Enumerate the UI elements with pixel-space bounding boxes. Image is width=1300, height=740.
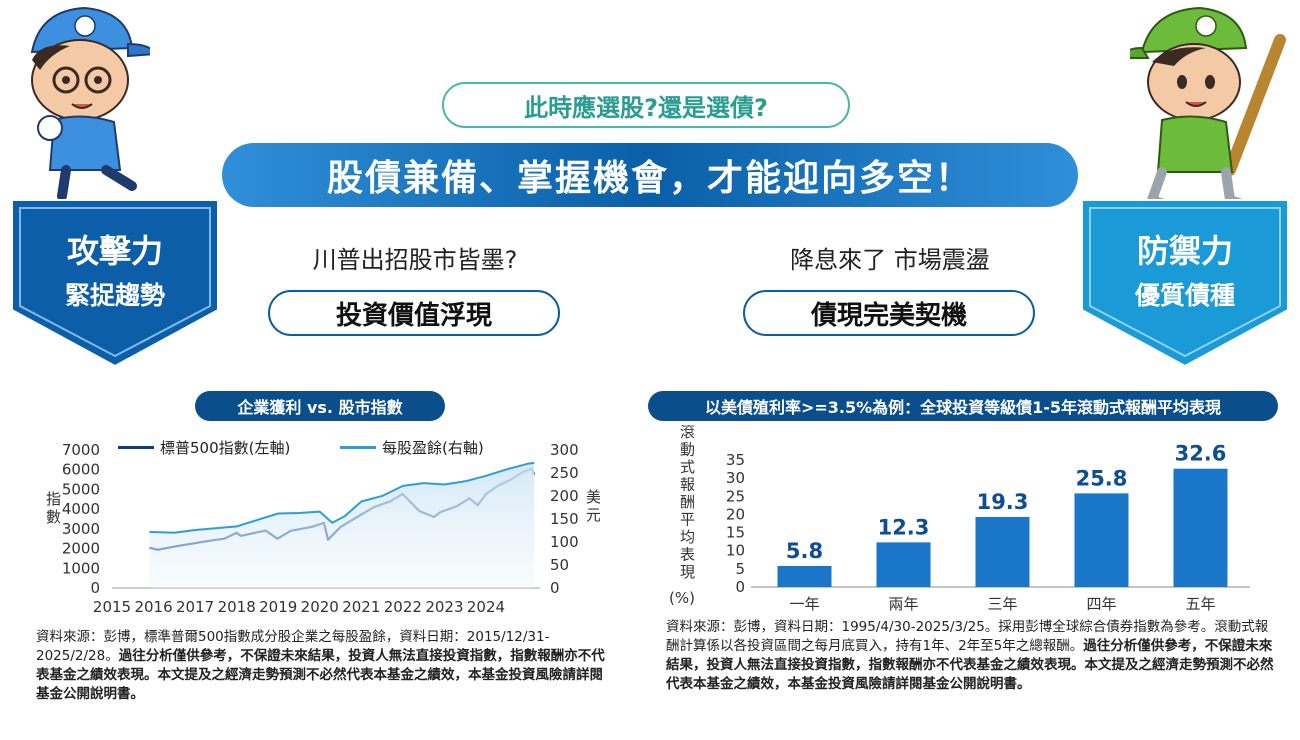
x-tick-label: 2016 [134, 598, 172, 616]
bar [1074, 493, 1129, 587]
bar-category-label: 五年 [1185, 595, 1215, 613]
legend-sp500: 標普500指數(左軸) [118, 437, 290, 458]
bar-y-unit: (%) [669, 589, 695, 607]
right-chart-title: 以美債殖利率>=3.5%為例：全球投資等級債1-5年滾動式報酬平均表現 [648, 391, 1278, 421]
attack-shield [8, 198, 222, 372]
bar-y-tick-label: 0 [735, 578, 745, 596]
bar-value-label: 5.8 [786, 539, 823, 563]
bar-y-tick-label: 20 [726, 505, 745, 523]
bar-category-label: 三年 [987, 595, 1017, 613]
bar-y-axis-label: 滾動式報酬平均表現 [680, 425, 695, 581]
bar-y-tick-label: 25 [726, 487, 745, 505]
y2-tick-label: 0 [550, 579, 560, 597]
left-chart-title: 企業獲利 vs. 股市指數 [195, 391, 445, 421]
y2-tick-label: 250 [550, 464, 579, 482]
bar-category-label: 四年 [1086, 595, 1116, 613]
legend-label-eps: 每股盈餘(右軸) [382, 439, 484, 457]
y2-tick-label: 100 [550, 533, 579, 551]
bar-value-label: 32.6 [1175, 442, 1227, 466]
bar-category-label: 兩年 [888, 595, 918, 613]
right-pill: 債現完美契機 [743, 290, 1035, 336]
attack-shield-title: 攻擊力 [66, 232, 163, 270]
y-tick-label: 7000 [62, 441, 100, 459]
bar-y-tick-label: 10 [726, 542, 745, 560]
y-tick-label: 4000 [62, 500, 100, 518]
x-tick-label: 2020 [301, 598, 339, 616]
y-tick-label: 1000 [62, 559, 100, 577]
y-tick-label: 2000 [62, 540, 100, 558]
eps-area [149, 462, 535, 588]
y2-tick-label: 150 [550, 510, 579, 528]
bar-chart: 0 5 10 15 20 25 30 35 滾動式報酬平均表現 (%) 5.8 一年 12.3 兩年 19.… [660, 423, 1260, 624]
x-tick-label: 2018 [218, 598, 256, 616]
x-tick-label: 2015 [93, 598, 131, 616]
y2-tick-label: 50 [550, 556, 569, 574]
left-source-note: 資料來源：彭博，標準普爾500指數成分股企業之每股盈餘，資料日期：2015/12… [36, 628, 606, 704]
bar-value-label: 19.3 [977, 490, 1029, 514]
legend-label-sp500: 標普500指數(左軸) [160, 439, 291, 457]
bar-y-tick-label: 5 [735, 560, 745, 578]
defense-shield [1078, 198, 1292, 372]
y2-tick-label: 200 [550, 487, 579, 505]
question-pill: 此時應選股?還是選債? [442, 82, 850, 128]
main-banner: 股債兼備、掌握機會，才能迎向多空！ [222, 143, 1078, 207]
bar-value-label: 12.3 [878, 515, 930, 539]
legend-swatch-sp500 [118, 446, 154, 449]
legend-eps: 每股盈餘(右軸) [340, 437, 484, 458]
y-axis-label: 指數 [46, 490, 61, 526]
y-tick-label: 6000 [62, 461, 100, 479]
y-tick-label: 0 [90, 579, 100, 597]
x-tick-label: 2019 [259, 598, 297, 616]
bar [1173, 468, 1228, 587]
x-tick-label: 2021 [342, 598, 380, 616]
y2-axis-label: 美元 [586, 488, 600, 524]
left-question: 川普出招股市皆墨? [312, 246, 518, 274]
bar-value-label: 25.8 [1076, 466, 1128, 490]
boy-mascot-left [10, 0, 158, 201]
defense-shield-title: 防禦力 [1136, 232, 1233, 270]
defense-shield-subtitle: 優質債種 [1134, 281, 1235, 310]
bar [777, 565, 832, 587]
bar [876, 542, 931, 587]
bar-y-tick-label: 30 [726, 469, 745, 487]
line-chart: 0 1000 2000 3000 4000 5000 6000 7000 0 50 100 150 20… [30, 428, 601, 627]
bar-y-tick-label: 15 [726, 524, 745, 542]
bar [975, 516, 1030, 587]
x-tick-label: 2024 [467, 598, 505, 616]
right-source-note: 資料來源：彭博，資料日期：1995/4/30-2025/3/25。採用彭博全球綜… [666, 618, 1278, 694]
y-tick-label: 3000 [62, 520, 100, 538]
left-note-plain: 資料來源：彭博，標準普爾500指數成分股企業之每股盈餘，資料日期：2015/12… [36, 629, 550, 664]
x-tick-label: 2022 [384, 598, 422, 616]
left-note-bold: 過往分析僅供參考，不保證未來結果，投資人無法直接投資指數，指數報酬亦不代表基金之… [36, 648, 605, 702]
eps-line [149, 461, 535, 534]
right-note-bold: 過往分析僅供參考，不保證未來結果，投資人無法直接投資指數，指數報酬亦不代表基金之… [666, 638, 1274, 692]
legend-swatch-eps [340, 446, 376, 449]
attack-shield-subtitle: 緊捉趨勢 [64, 281, 165, 310]
x-tick-label: 2023 [425, 598, 463, 616]
right-note-plain: 資料來源：彭博，資料日期：1995/4/30-2025/3/25。採用彭博全球綜… [666, 619, 1269, 654]
y2-tick-label: 300 [550, 441, 579, 459]
bar-y-tick-label: 35 [726, 451, 745, 469]
y-tick-label: 5000 [62, 480, 100, 498]
bar-category-label: 一年 [789, 595, 819, 613]
x-tick-label: 2017 [176, 598, 214, 616]
right-question: 降息來了 市場震盪 [790, 246, 990, 274]
left-pill: 投資價值浮現 [268, 290, 560, 336]
boy-mascot-right [1122, 0, 1290, 220]
